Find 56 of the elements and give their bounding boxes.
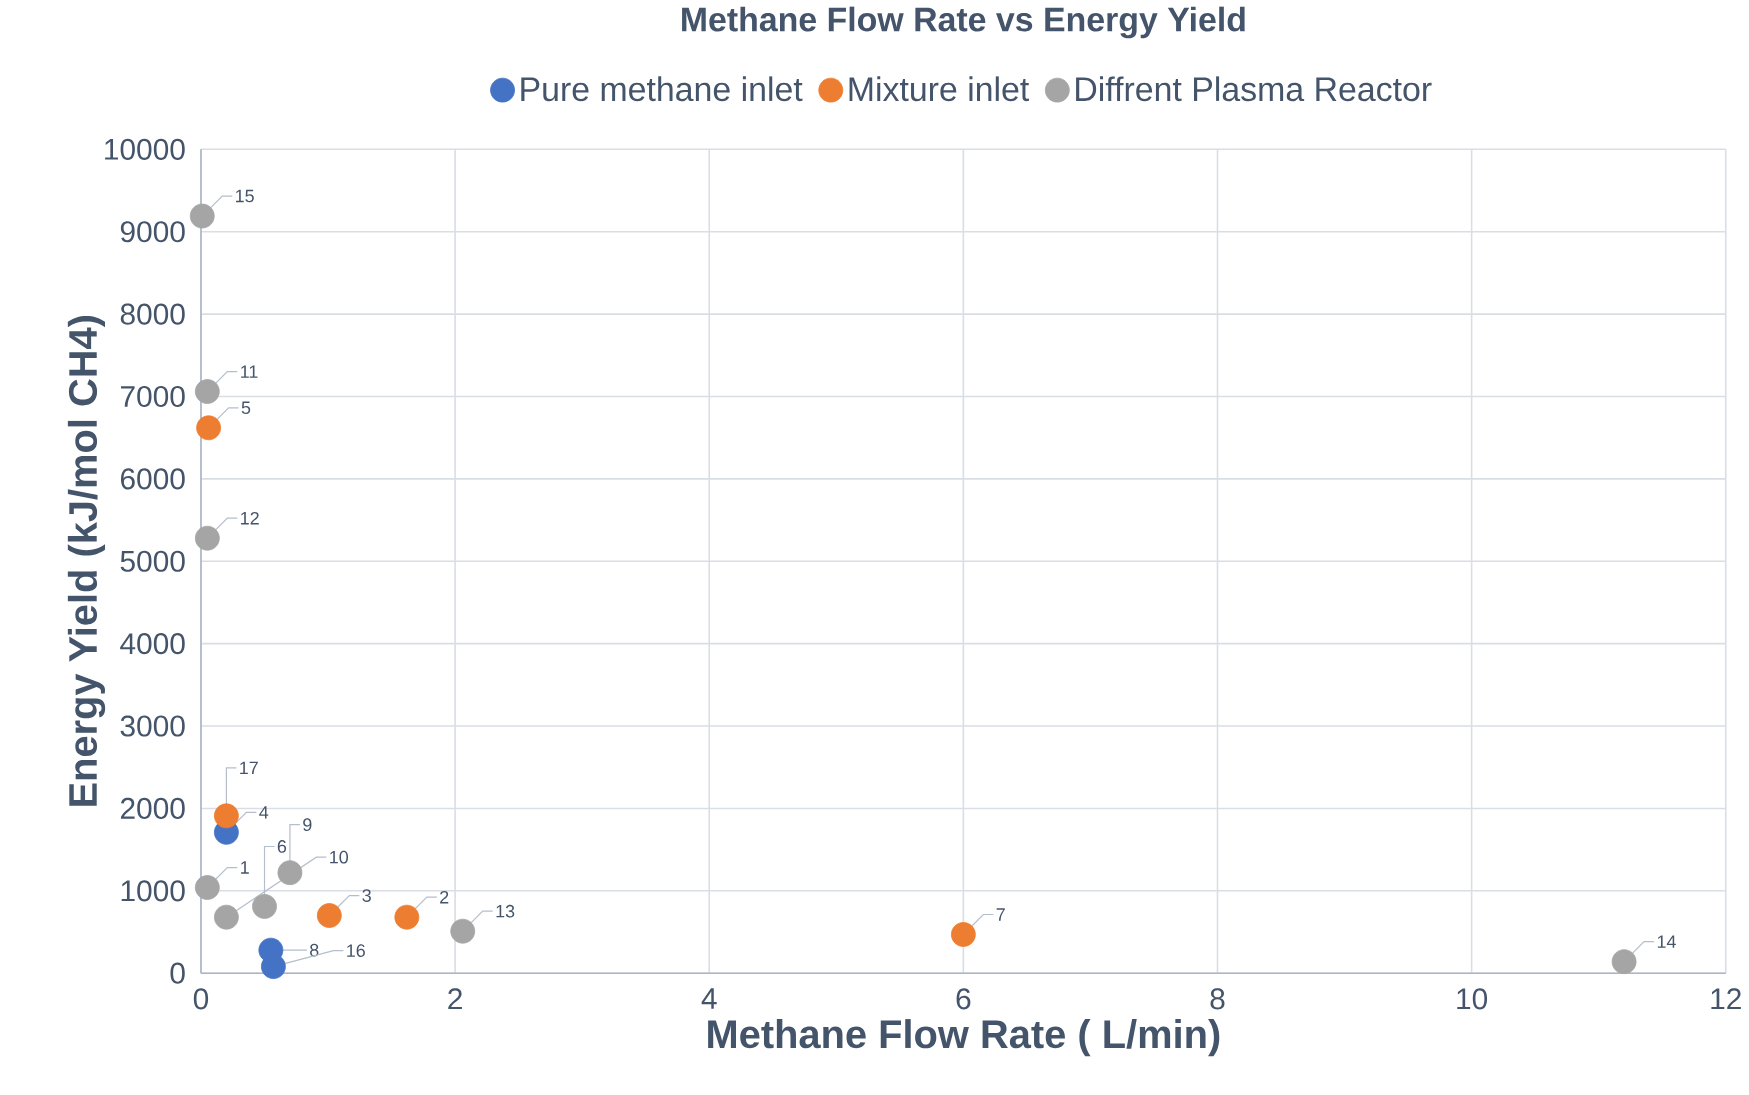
annotation: 13 — [496, 904, 515, 918]
annotation: 3 — [362, 889, 371, 902]
point — [950, 921, 976, 947]
annotation: 9 — [303, 818, 312, 831]
annotation: 12 — [241, 511, 259, 525]
point — [214, 803, 239, 829]
point — [261, 954, 286, 979]
point — [277, 860, 303, 885]
annotation: 14 — [1657, 935, 1676, 948]
annotation: 2 — [440, 890, 449, 904]
point — [394, 904, 420, 930]
point — [252, 893, 277, 919]
annotation: 17 — [240, 761, 258, 774]
x-axis-title: Methane Flow Rate ( L/min) — [708, 1018, 1220, 1057]
point — [194, 525, 220, 551]
annotation: 1 — [241, 861, 249, 874]
y-axis-title: Energy Yield (kJ/mol CH4) — [67, 315, 106, 806]
chart-title: Methane Flow Rate vs Energy Yield — [682, 6, 1245, 39]
legend-label: Mixture inlet — [849, 76, 1030, 102]
annotation: 5 — [241, 401, 251, 414]
annotation: 11 — [241, 365, 258, 378]
point — [214, 904, 239, 930]
y-tick-label: 9000 — [120, 221, 185, 243]
x-tick-label: 10 — [1457, 988, 1488, 1010]
annotation: 6 — [277, 840, 287, 853]
point — [196, 415, 221, 441]
y-tick-label: 7000 — [120, 385, 185, 407]
legend-label: Pure methane inlet — [521, 76, 803, 102]
x-tick-label: 6 — [956, 988, 971, 1010]
annotation: 10 — [330, 850, 349, 864]
point — [1611, 949, 1637, 974]
x-tick-label: 2 — [448, 988, 462, 1010]
y-tick-label: 0 — [170, 962, 185, 984]
annotation: 4 — [259, 806, 269, 819]
point — [194, 379, 220, 404]
x-tick-label: 0 — [193, 988, 209, 1010]
annotation: 7 — [996, 908, 1005, 921]
y-tick-label: 4000 — [120, 632, 185, 655]
point — [189, 203, 215, 229]
point — [316, 903, 342, 928]
y-tick-label: 1000 — [121, 880, 185, 902]
y-tick-label: 10000 — [105, 138, 185, 160]
x-tick-label: 12 — [1711, 988, 1741, 1010]
point — [450, 918, 476, 944]
annotation: 8 — [310, 943, 319, 957]
annotation: 16 — [347, 944, 365, 957]
y-tick-label: 2000 — [120, 797, 185, 819]
annotation: 15 — [236, 189, 254, 203]
y-tick-label: 5000 — [120, 550, 185, 572]
x-tick-label: 8 — [1210, 988, 1225, 1010]
legend-label: Diffrent Plasma Reactor — [1076, 76, 1432, 102]
y-tick-label: 3000 — [120, 715, 185, 737]
y-tick-label: 8000 — [120, 303, 185, 325]
x-tick-label: 4 — [701, 988, 717, 1009]
point — [194, 875, 220, 900]
y-tick-label: 6000 — [120, 468, 185, 490]
